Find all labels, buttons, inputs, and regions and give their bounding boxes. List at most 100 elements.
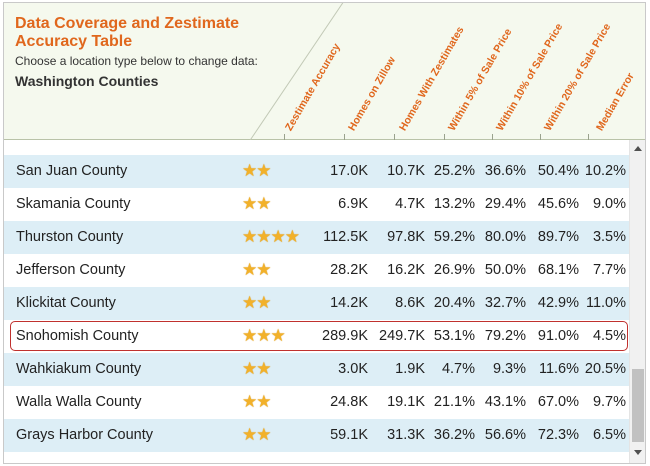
star-rating-icon: ★★ (242, 359, 272, 378)
location-type-selector[interactable]: Washington Counties (15, 73, 159, 89)
column-tick (492, 134, 493, 140)
column-tick (444, 134, 445, 140)
cell-w5: 26.9% (433, 262, 475, 278)
cell-err: 9.7% (592, 394, 626, 410)
cell-err: 3.5% (592, 229, 626, 245)
column-tick (588, 134, 589, 140)
cell-err: 11.0% (585, 295, 626, 311)
cell-zest: 97.8K (387, 229, 425, 245)
star-rating-icon: ★★ (242, 161, 272, 180)
cell-w10: 36.6% (484, 163, 526, 179)
cell-w20: 11.6% (538, 361, 579, 377)
county-name[interactable]: Walla Walla County (16, 394, 142, 410)
star-rating-icon: ★★ (242, 392, 272, 411)
cell-err: 6.5% (592, 427, 626, 443)
table-row[interactable]: San Juan County ★★ 17.0K 10.7K 25.2% 36.6% 50.… (4, 155, 629, 188)
cell-zest: 31.3K (387, 427, 425, 443)
cell-homes: 28.2K (330, 262, 368, 278)
vertical-scrollbar[interactable] (629, 140, 645, 463)
col-homes-on-zillow[interactable]: Homes on Zillow (346, 54, 399, 134)
star-rating-icon: ★★ (242, 293, 272, 312)
cell-w5: 53.1% (433, 328, 475, 344)
cell-w10: 32.7% (484, 295, 526, 311)
county-name[interactable]: Thurston County (16, 229, 124, 245)
col-zestimate-accuracy[interactable]: Zestimate Accuracy (283, 41, 343, 133)
coverage-table-widget: Data Coverage and Zestimate Accuracy Tab… (3, 2, 646, 464)
star-rating-icon: ★★★ (242, 326, 286, 345)
scroll-up-arrow-icon[interactable] (634, 146, 642, 151)
county-name[interactable]: Snohomish County (16, 328, 139, 344)
cell-homes: 14.2K (330, 295, 368, 311)
column-tick (284, 134, 285, 140)
scroll-down-arrow-icon[interactable] (634, 450, 642, 455)
cell-homes: 17.0K (330, 163, 368, 179)
table-row[interactable]: Grays Harbor County ★★ 59.1K 31.3K 36.2% 56.6… (4, 419, 629, 452)
cell-zest: 16.2K (387, 262, 425, 278)
table-header: Data Coverage and Zestimate Accuracy Tab… (4, 3, 645, 142)
star-rating-icon: ★★ (242, 260, 272, 279)
cell-w10: 79.2% (484, 328, 526, 344)
table-row[interactable]: Klickitat County ★★ 14.2K 8.6K 20.4% 32.7% 42.… (4, 287, 629, 320)
cell-zest: 4.7K (395, 196, 425, 212)
table-title: Data Coverage and Zestimate Accuracy Tab… (15, 15, 240, 50)
county-name[interactable]: Grays Harbor County (16, 427, 153, 443)
cell-homes: 3.0K (338, 361, 368, 377)
cell-err: 4.5% (592, 328, 626, 344)
table-row[interactable]: Thurston County ★★★★ 112.5K 97.8K 59.2% 80.0%… (4, 221, 629, 254)
cell-zest: 19.1K (387, 394, 425, 410)
star-rating-icon: ★★ (242, 194, 272, 213)
table-row[interactable]: Wahkiakum County ★★ 3.0K 1.9K 4.7% 9.3% 11.6% 2… (4, 353, 629, 386)
cell-homes: 289.9K (322, 328, 368, 344)
county-name[interactable]: Skamania County (16, 196, 131, 212)
cell-w10: 56.6% (484, 427, 526, 443)
cell-w5: 59.2% (433, 229, 475, 245)
table-row[interactable]: Jefferson County ★★ 28.2K 16.2K 26.9% 50.0% 68… (4, 254, 629, 287)
table-body: San Juan County ★★ 17.0K 10.7K 25.2% 36.6% 50.… (4, 140, 629, 463)
cell-zest: 249.7K (379, 328, 425, 344)
column-tick (540, 134, 541, 140)
cell-w5: 25.2% (433, 163, 475, 179)
star-rating-icon: ★★ (242, 425, 272, 444)
cell-w10: 9.3% (492, 361, 526, 377)
cell-w20: 50.4% (537, 163, 579, 179)
cell-err: 10.2% (584, 163, 626, 179)
cell-homes: 112.5K (323, 229, 368, 245)
cell-zest: 10.7K (387, 163, 425, 179)
cell-homes: 6.9K (338, 196, 368, 212)
cell-w10: 43.1% (484, 394, 526, 410)
column-tick (394, 134, 395, 140)
cell-homes: 24.8K (330, 394, 368, 410)
star-rating-icon: ★★★★ (242, 227, 300, 246)
county-name[interactable]: San Juan County (16, 163, 128, 179)
cell-err: 20.5% (584, 361, 626, 377)
cell-w5: 4.7% (441, 361, 475, 377)
table-row-partial (4, 140, 629, 155)
col-median-error[interactable]: Median Error (594, 70, 637, 133)
location-prompt: Choose a location type below to change d… (15, 54, 258, 68)
table-row[interactable]: Skamania County ★★ 6.9K 4.7K 13.2% 29.4% 45.6%… (4, 188, 629, 221)
cell-w10: 80.0% (484, 229, 526, 245)
county-name[interactable]: Wahkiakum County (16, 361, 142, 377)
table-row[interactable]: Snohomish County ★★★ 289.9K 249.7K 53.1% 79.2… (4, 320, 629, 353)
cell-w5: 13.2% (433, 196, 475, 212)
cell-w20: 91.0% (537, 328, 579, 344)
table-row[interactable]: Walla Walla County ★★ 24.8K 19.1K 21.1% 43.1%… (4, 386, 629, 419)
county-name[interactable]: Klickitat County (16, 295, 116, 311)
cell-w5: 36.2% (433, 427, 475, 443)
cell-w20: 89.7% (537, 229, 579, 245)
cell-w20: 72.3% (537, 427, 579, 443)
cell-zest: 8.6K (395, 295, 425, 311)
cell-w20: 68.1% (537, 262, 579, 278)
cell-w20: 45.6% (537, 196, 579, 212)
county-name[interactable]: Jefferson County (16, 262, 126, 278)
cell-w20: 67.0% (537, 394, 579, 410)
cell-w5: 21.1% (433, 394, 475, 410)
column-ticks (284, 131, 629, 140)
cell-err: 9.0% (592, 196, 626, 212)
selected-row-highlight (10, 321, 628, 351)
cell-homes: 59.1K (330, 427, 368, 443)
scrollbar-thumb[interactable] (632, 369, 644, 442)
cell-w20: 42.9% (537, 295, 579, 311)
cell-w10: 29.4% (484, 196, 526, 212)
column-tick (344, 134, 345, 140)
